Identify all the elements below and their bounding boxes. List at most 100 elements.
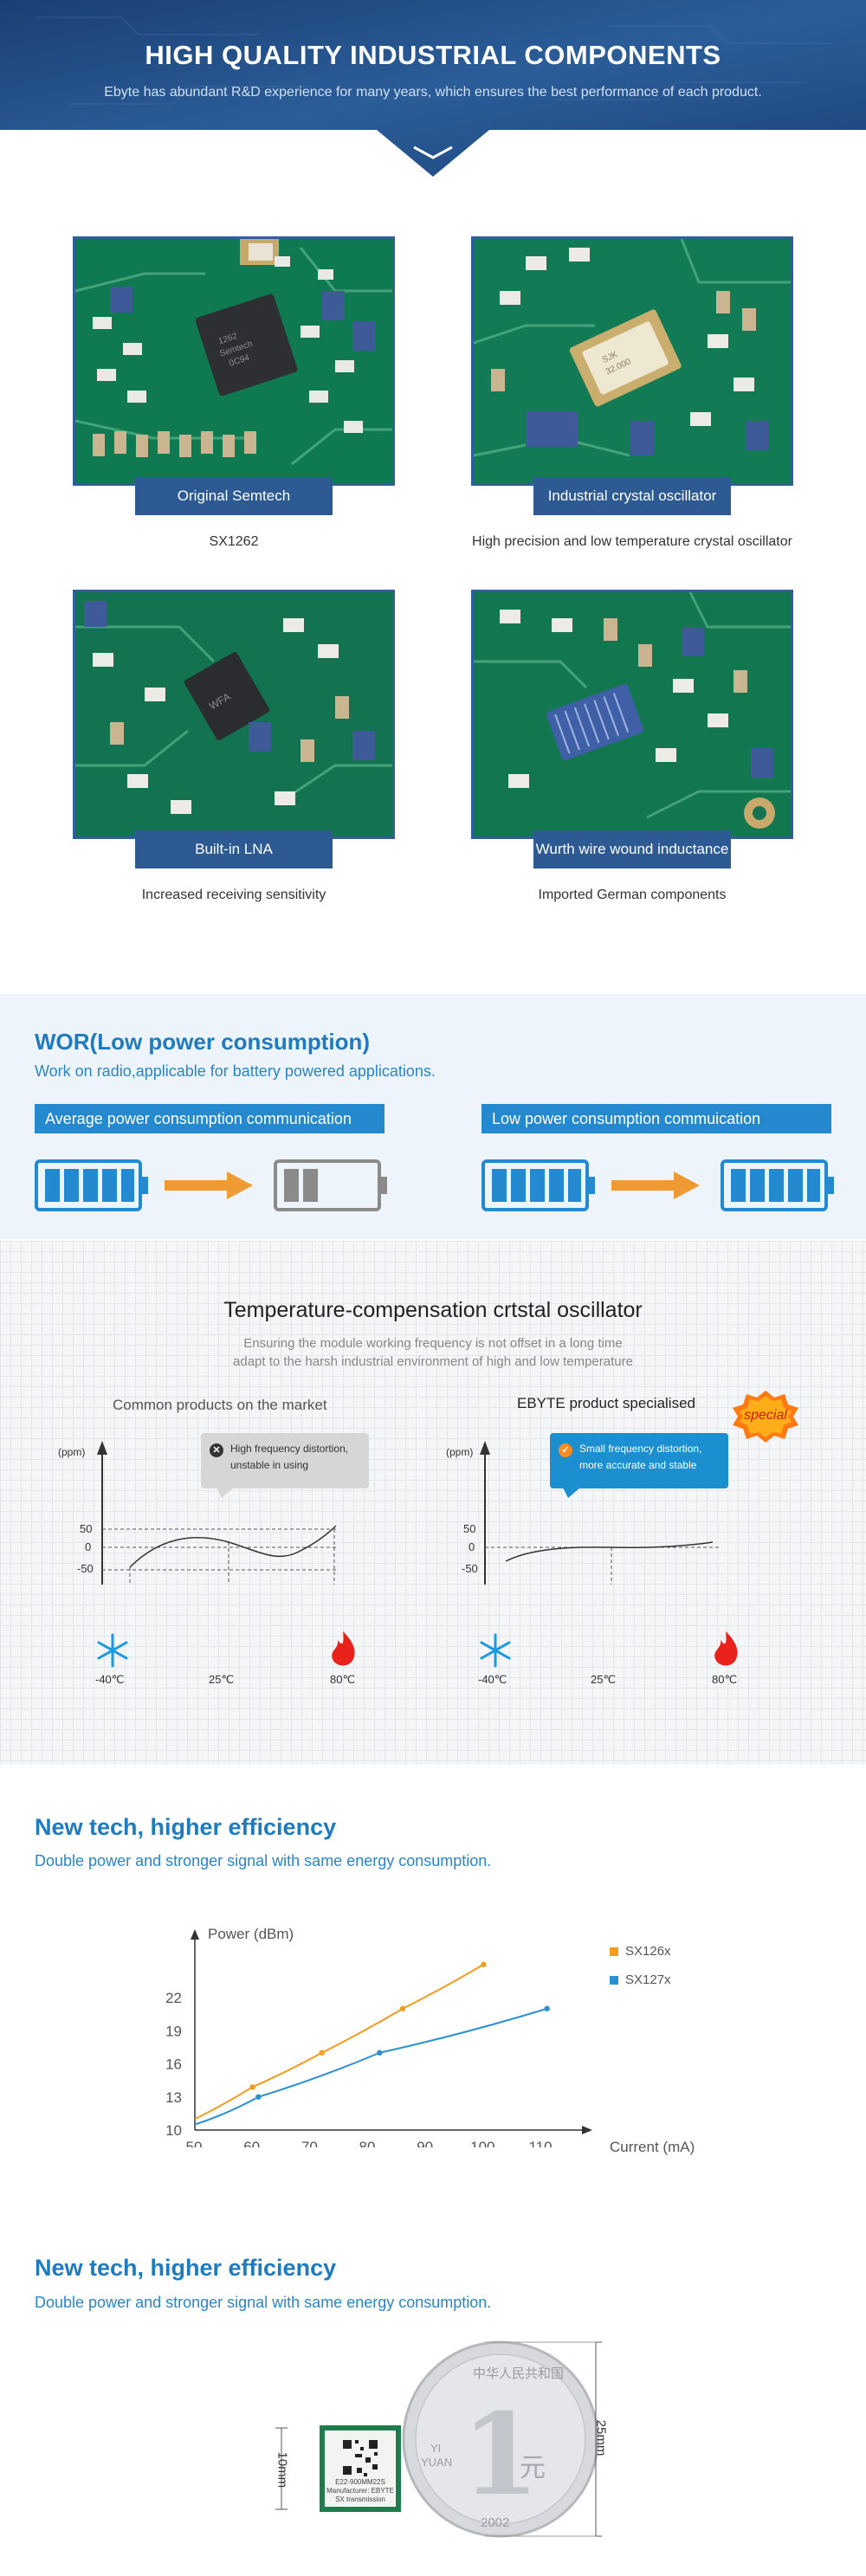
module-model: E22-900MM22S bbox=[335, 2478, 385, 2486]
right-xtick-80: 80℃ bbox=[712, 1673, 738, 1686]
data-point-sx126x bbox=[249, 2084, 255, 2090]
legend-sx127x: SX127x bbox=[610, 1972, 671, 1987]
module-dimension-label: 10mm bbox=[275, 2451, 290, 2489]
fire-icon bbox=[714, 1631, 738, 1666]
right-ytick-0: 0 bbox=[469, 1540, 475, 1553]
temperature-subtitle-line2: adapt to the harsh industrial environmen… bbox=[233, 1354, 633, 1369]
wurth-inductance-photo bbox=[471, 590, 793, 839]
wor-title: WOR(Low power consumption) bbox=[35, 1029, 371, 1055]
left-ytick-neg50: -50 bbox=[77, 1562, 94, 1575]
hero-subtitle: Ebyte has abundant R&D experience for ma… bbox=[104, 85, 762, 100]
left-ytick-50: 50 bbox=[80, 1522, 93, 1535]
newtech2-subtitle: Double power and stronger signal with sa… bbox=[35, 2294, 492, 2311]
module-label: E22-900MM22S Manufacturer: EBYTE SX tran… bbox=[326, 2478, 394, 2504]
component-caption-semtech: SX1262 bbox=[209, 534, 259, 549]
newtech2-title: New tech, higher efficiency bbox=[35, 2255, 337, 2281]
module-manufacturer: Manufacturer: EBYTE bbox=[326, 2487, 394, 2495]
left-frequency-chart bbox=[97, 1441, 337, 1585]
right-ytick-neg50: -50 bbox=[462, 1562, 478, 1575]
snowflake-icon bbox=[97, 1633, 128, 1668]
ebyte-heading: EBYTE product specialised bbox=[517, 1395, 695, 1411]
arrow-right-icon bbox=[611, 1172, 700, 1199]
newtech-subtitle: Double power and stronger signal with sa… bbox=[35, 1852, 492, 1869]
fire-icon bbox=[332, 1631, 355, 1666]
coin-dimension-label: 25mm bbox=[593, 2419, 609, 2457]
right-note-line1: Small frequency distortion, bbox=[579, 1443, 702, 1455]
temperature-charts bbox=[97, 1391, 798, 1585]
x-tick-label: 90 bbox=[417, 2139, 433, 2147]
hero-background bbox=[0, 0, 866, 177]
legend-sx127x-label: SX127x bbox=[625, 1972, 671, 1987]
component-label-semtech: Original Semtech bbox=[135, 477, 333, 515]
temperature-subtitle-line1: Ensuring the module working frequency is… bbox=[243, 1336, 623, 1351]
data-point-sx127x bbox=[377, 2050, 383, 2056]
component-caption-crystal: High precision and low temperature cryst… bbox=[472, 534, 792, 549]
module-desc: SX transmission bbox=[335, 2495, 385, 2503]
wor-average-label: Average power consumption communication bbox=[35, 1104, 385, 1133]
left-note-line2: unstable in using bbox=[230, 1459, 309, 1471]
wor-subtitle: Work on radio,applicable for battery pow… bbox=[35, 1062, 436, 1080]
y-tick-label: 13 bbox=[165, 2089, 182, 2106]
legend-sx126x: SX126x bbox=[610, 1944, 671, 1959]
semtech-chip-photo: 1262 Semtech 0C94 bbox=[73, 236, 395, 486]
right-ytick-50: 50 bbox=[463, 1522, 476, 1535]
x-tick-label: 70 bbox=[301, 2139, 318, 2147]
component-label-lna: Built-in LNA bbox=[135, 830, 333, 868]
y-tick-label: 16 bbox=[165, 2056, 182, 2073]
x-tick-label: 80 bbox=[359, 2139, 376, 2147]
y-tick-label: 19 bbox=[165, 2023, 182, 2039]
coin-numeral: 1 bbox=[462, 2388, 540, 2521]
series-line-sx126x bbox=[194, 1963, 484, 2121]
battery-full-icon bbox=[35, 1159, 148, 1211]
left-note-pointer bbox=[216, 1488, 234, 1498]
hero-title: HIGH QUALITY INDUSTRIAL COMPONENTS bbox=[145, 40, 721, 70]
right-xtick-25: 25℃ bbox=[591, 1673, 617, 1686]
wor-section: WOR(Low power consumption) Work on radio… bbox=[0, 994, 866, 1239]
temperature-section: Temperature-compensation crtstal oscilla… bbox=[0, 1241, 866, 1765]
left-warning-note: ✕ High frequency distortion, unstable in… bbox=[201, 1433, 369, 1488]
hero-banner: HIGH QUALITY INDUSTRIAL COMPONENTS Ebyte… bbox=[0, 0, 866, 177]
lna-photo: WFA bbox=[73, 590, 395, 839]
component-caption-lna: Increased receiving sensitivity bbox=[141, 888, 326, 902]
wor-low-label: Low power consumption commuication bbox=[481, 1104, 831, 1133]
component-caption-wurth: Imported German components bbox=[538, 888, 727, 902]
y-tick-label: 10 bbox=[165, 2122, 182, 2139]
close-circle-icon: ✕ bbox=[210, 1443, 223, 1457]
chart-xlabel: Current (mA) bbox=[610, 2139, 695, 2155]
data-point-sx126x bbox=[399, 2005, 406, 2011]
newtech-title: New tech, higher efficiency bbox=[35, 1814, 337, 1840]
left-unit-label: (ppm) bbox=[58, 1446, 86, 1458]
legend-swatch bbox=[610, 1947, 618, 1956]
left-ytick-0: 0 bbox=[85, 1540, 92, 1553]
x-axis-arrow bbox=[582, 2126, 592, 2134]
battery-diagram bbox=[35, 1159, 834, 1211]
y-tick-label: 22 bbox=[165, 1990, 182, 2006]
battery-full-icon bbox=[721, 1159, 834, 1211]
legend-swatch bbox=[610, 1976, 618, 1985]
power-chart: 10 13 16 19 22 50 60 70 80 90 100 110 bbox=[165, 1929, 592, 2147]
component-label-crystal: Industrial crystal oscillator bbox=[533, 477, 731, 515]
coin-yuan-cn: 元 bbox=[520, 2453, 546, 2483]
temperature-title: Temperature-compensation crtstal oscilla… bbox=[223, 1298, 643, 1322]
right-unit-label: (ppm) bbox=[446, 1446, 474, 1458]
coin-year: 2002 bbox=[481, 2515, 509, 2530]
left-note-line1: High frequency distortion, bbox=[230, 1443, 349, 1455]
left-xtick-80: 80℃ bbox=[330, 1673, 356, 1686]
data-point-sx126x bbox=[319, 2050, 325, 2056]
data-point-sx127x bbox=[544, 2005, 550, 2011]
right-note-pointer bbox=[563, 1488, 580, 1498]
series-line-sx127x bbox=[194, 2007, 547, 2126]
right-note-line2: more accurate and stable bbox=[579, 1459, 697, 1471]
x-tick-label: 100 bbox=[470, 2139, 494, 2147]
check-circle-icon: ✓ bbox=[559, 1443, 572, 1457]
arrow-right-icon bbox=[165, 1172, 253, 1199]
right-frequency-chart bbox=[480, 1441, 719, 1585]
coin-country: 中华人民共和国 bbox=[473, 2366, 564, 2381]
left-xtick-minus40: -40℃ bbox=[95, 1673, 125, 1686]
right-success-note: ✓ Small frequency distortion, more accur… bbox=[550, 1433, 728, 1488]
coin-yi: YI bbox=[430, 2442, 441, 2455]
legend-sx126x-label: SX126x bbox=[625, 1944, 671, 1959]
left-xtick-25: 25℃ bbox=[209, 1673, 235, 1686]
qr-code-icon bbox=[343, 2440, 378, 2476]
